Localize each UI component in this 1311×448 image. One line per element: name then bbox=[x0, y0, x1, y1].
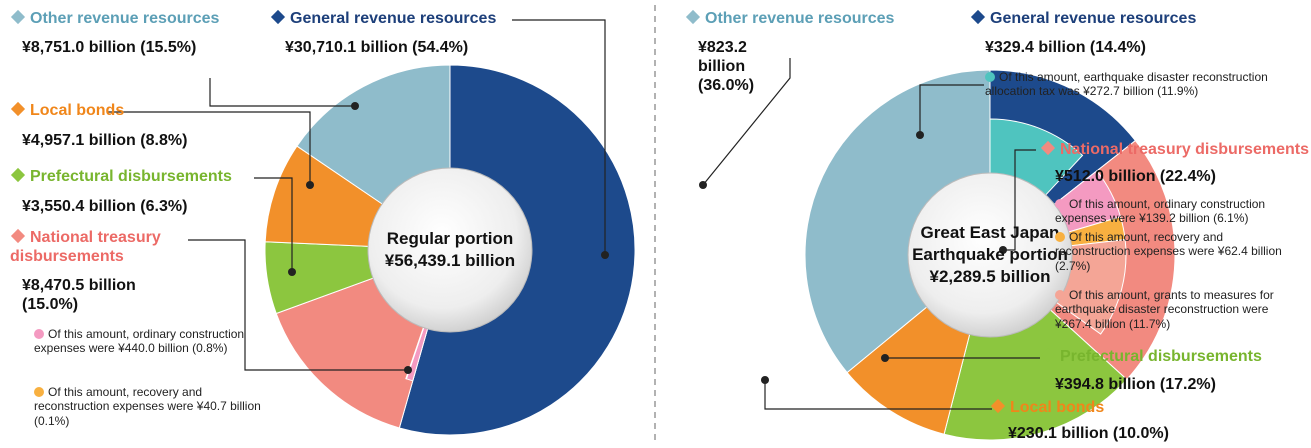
leader-dot bbox=[601, 251, 609, 259]
segment-value: ¥512.0 billion (22.4%) bbox=[1055, 168, 1216, 185]
leader-dot bbox=[351, 102, 359, 110]
segment-value: ¥394.8 billion (17.2%) bbox=[1055, 376, 1216, 393]
leader-dot bbox=[699, 181, 707, 189]
segment-value: ¥823.2 billion (36.0%) bbox=[698, 39, 755, 95]
segment-value: ¥329.4 billion (14.4%) bbox=[985, 39, 1146, 56]
leader-line bbox=[209, 78, 355, 107]
diamond-icon bbox=[990, 398, 1006, 414]
segment-name: Other revenue resources bbox=[30, 10, 220, 27]
part-note: Of this amount, ordinary construction ex… bbox=[1055, 197, 1285, 226]
leader-line bbox=[108, 111, 311, 185]
leader-line bbox=[764, 380, 992, 410]
leader-dot bbox=[404, 366, 412, 374]
segment-name: Prefectural disbursements bbox=[1060, 348, 1262, 365]
part-dot bbox=[1055, 232, 1065, 242]
segment-value: ¥8,470.5 billion (15.0%) bbox=[22, 277, 136, 314]
segment-name: Local bonds bbox=[30, 102, 125, 119]
part-label: Of this amount, earthquake disaster reco… bbox=[985, 70, 1268, 99]
part-note: Of this amount, recovery and reconstruct… bbox=[1055, 230, 1285, 273]
segment-name: National treasury disbursements bbox=[10, 229, 161, 266]
leader-line bbox=[919, 84, 984, 135]
part-dot bbox=[34, 387, 44, 397]
segment-name: General revenue resources bbox=[990, 10, 1197, 27]
part-value: ¥62.4 billion (2.7%) bbox=[1055, 244, 1282, 273]
leader-dot bbox=[306, 181, 314, 189]
segment-value: ¥230.1 billion (10.0%) bbox=[1008, 425, 1169, 442]
segment-name-box: General revenue resources bbox=[270, 9, 496, 28]
diamond-icon bbox=[10, 228, 26, 244]
part-note: Of this amount, ordinary construction ex… bbox=[34, 327, 264, 356]
segment-name: National treasury disbursements bbox=[1060, 141, 1309, 158]
center-label-box: Regular portion ¥56,439.1 billion bbox=[360, 228, 540, 272]
leader-line bbox=[254, 177, 293, 272]
leader-line bbox=[512, 19, 606, 255]
part-label: Of this amount, recovery and reconstruct… bbox=[34, 385, 203, 414]
part-dot bbox=[985, 72, 995, 82]
segment-name: General revenue resources bbox=[290, 10, 497, 27]
segment-name-box: National treasury disbursements bbox=[10, 228, 195, 266]
diamond-icon bbox=[10, 101, 26, 117]
part-value: ¥267.4 billion (11.7%) bbox=[1055, 316, 1171, 331]
center-label: Regular portion bbox=[386, 229, 514, 248]
segment-value: ¥30,710.1 billion (54.4%) bbox=[285, 39, 469, 56]
leader-dot bbox=[999, 246, 1007, 254]
part-label: Of this amount, grants to measures for e… bbox=[1055, 288, 1274, 317]
segment-name-box: Other revenue resources bbox=[685, 9, 894, 28]
diamond-icon bbox=[685, 9, 701, 25]
segment-name-box: Other revenue resources bbox=[10, 9, 219, 28]
segment-name: Local bonds bbox=[1010, 399, 1105, 416]
segment-name-box: Local bonds bbox=[10, 101, 124, 120]
leader-dot bbox=[881, 354, 889, 362]
part-value: ¥40.7 billion (0.1%) bbox=[34, 399, 261, 428]
part-dot bbox=[1055, 290, 1065, 300]
diamond-icon bbox=[970, 9, 986, 25]
center-label: Great East Japan Earthquake portion bbox=[912, 223, 1068, 265]
part-note: Of this amount, grants to measures for e… bbox=[1055, 288, 1305, 331]
center-disc bbox=[907, 172, 1073, 338]
leader-dot bbox=[916, 131, 924, 139]
segment-name-box: General revenue resources bbox=[970, 9, 1196, 28]
diamond-icon bbox=[270, 9, 286, 25]
part-note: Of this amount, recovery and reconstruct… bbox=[34, 385, 264, 428]
part-value: ¥440.0 billion (0.8%) bbox=[118, 341, 228, 356]
segment-name-box: Prefectural disbursements bbox=[10, 167, 232, 186]
part-value: ¥272.7 billion (11.9%) bbox=[1083, 84, 1199, 99]
diamond-icon bbox=[10, 167, 26, 183]
leader-line bbox=[702, 58, 791, 186]
segment-value: ¥3,550.4 billion (6.3%) bbox=[22, 198, 188, 215]
part-label: Of this amount, ordinary construction ex… bbox=[34, 327, 245, 356]
leader-line bbox=[1003, 149, 1036, 251]
diamond-icon bbox=[1040, 140, 1056, 156]
segment-value: ¥4,957.1 billion (8.8%) bbox=[22, 132, 188, 149]
part-note: Of this amount, earthquake disaster reco… bbox=[985, 70, 1305, 99]
segment-name-box: Prefectural disbursements bbox=[1040, 347, 1262, 366]
center-disc bbox=[367, 167, 533, 333]
part-dot bbox=[34, 329, 44, 339]
diamond-icon bbox=[1040, 347, 1056, 363]
segment-value: ¥8,751.0 billion (15.5%) bbox=[22, 39, 197, 56]
leader-dot bbox=[288, 268, 296, 276]
part-value: ¥139.2 billion (6.1%) bbox=[1139, 211, 1249, 226]
center-label-box: Great East Japan Earthquake portion ¥2,28… bbox=[900, 222, 1080, 288]
center-total: ¥56,439.1 billion bbox=[384, 251, 516, 271]
segment-name: Prefectural disbursements bbox=[30, 168, 232, 185]
leader-line bbox=[188, 239, 408, 371]
diamond-icon bbox=[10, 9, 26, 25]
part-dot bbox=[1055, 199, 1065, 209]
segment-name-box: Local bonds bbox=[990, 398, 1104, 417]
segment-name: Other revenue resources bbox=[705, 10, 895, 27]
segment-name-box: National treasury disbursements bbox=[1040, 140, 1309, 159]
part-label: Of this amount, recovery and reconstruct… bbox=[1055, 230, 1224, 259]
leader-dot bbox=[761, 376, 769, 384]
part-label: Of this amount, ordinary construction ex… bbox=[1055, 197, 1266, 226]
center-total: ¥2,289.5 billion bbox=[929, 267, 1051, 287]
